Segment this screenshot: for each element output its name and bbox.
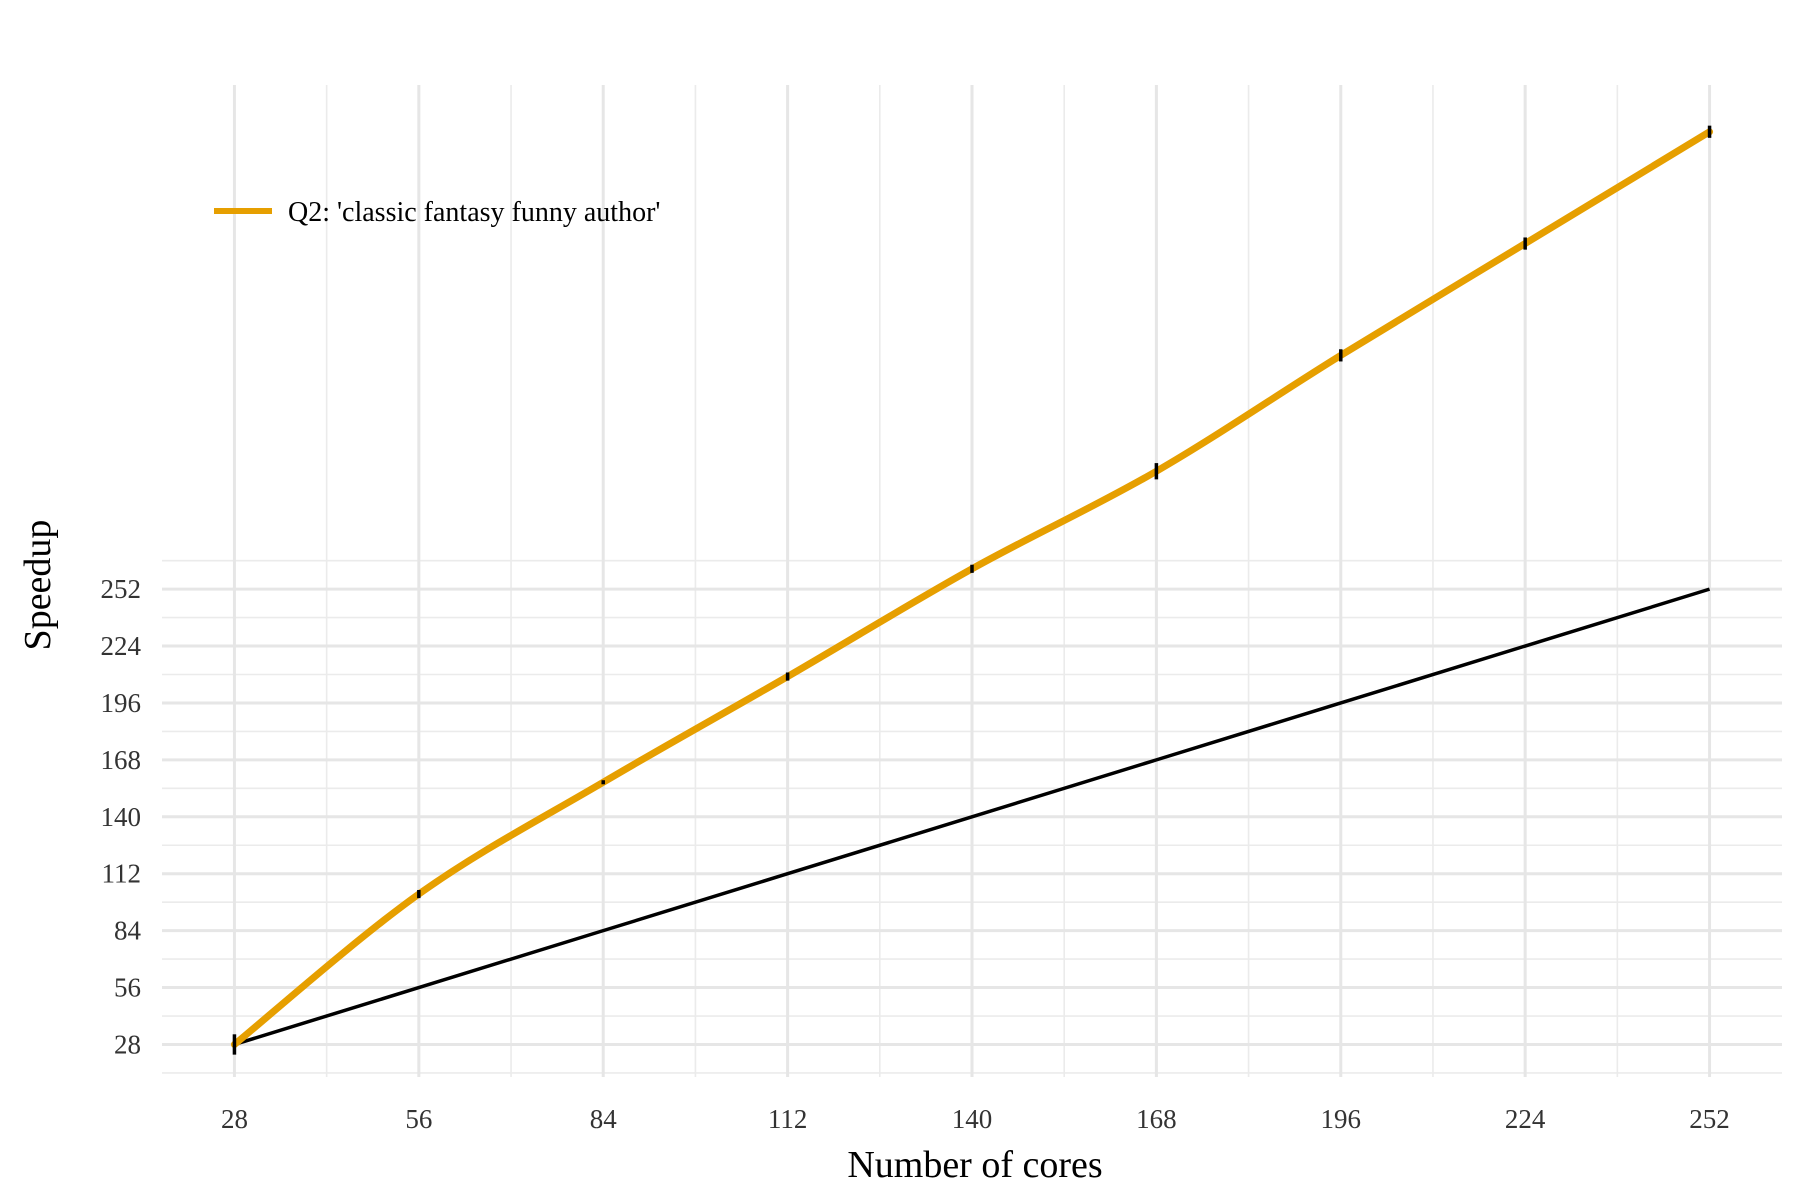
x-axis-title: Number of cores xyxy=(847,1144,1102,1186)
y-tick-label: 112 xyxy=(102,859,142,889)
y-axis-tick-labels: 28 56 84 112 140 168 196 224 252 xyxy=(101,574,142,1059)
y-tick-label: 84 xyxy=(114,916,142,946)
y-tick-label: 168 xyxy=(101,745,142,775)
major-gridlines xyxy=(162,85,1782,1077)
x-tick-label: 168 xyxy=(1136,1104,1177,1134)
x-axis-tick-labels: 28 56 84 112 140 168 196 224 252 xyxy=(221,1104,1730,1134)
y-tick-label: 252 xyxy=(101,574,142,604)
x-tick-label: 140 xyxy=(952,1104,993,1134)
y-tick-label: 196 xyxy=(101,688,142,718)
x-tick-label: 252 xyxy=(1689,1104,1730,1134)
y-tick-label: 56 xyxy=(114,973,141,1003)
reference-line xyxy=(233,587,1711,1047)
x-tick-label: 196 xyxy=(1321,1104,1362,1134)
y-tick-label: 224 xyxy=(101,631,142,661)
y-tick-label: 140 xyxy=(101,802,142,832)
legend-label-q2: Q2: 'classic fantasy funny author' xyxy=(288,197,660,228)
x-tick-label: 84 xyxy=(590,1104,618,1134)
series-layer xyxy=(230,125,1714,1055)
x-tick-label: 28 xyxy=(221,1104,248,1134)
x-tick-label: 224 xyxy=(1505,1104,1546,1134)
x-tick-label: 56 xyxy=(405,1104,432,1134)
y-axis-title: Speedup xyxy=(17,520,59,651)
legend: Q2: 'classic fantasy funny author' xyxy=(214,197,660,228)
y-tick-label: 28 xyxy=(114,1029,141,1059)
x-tick-label: 112 xyxy=(768,1104,808,1134)
